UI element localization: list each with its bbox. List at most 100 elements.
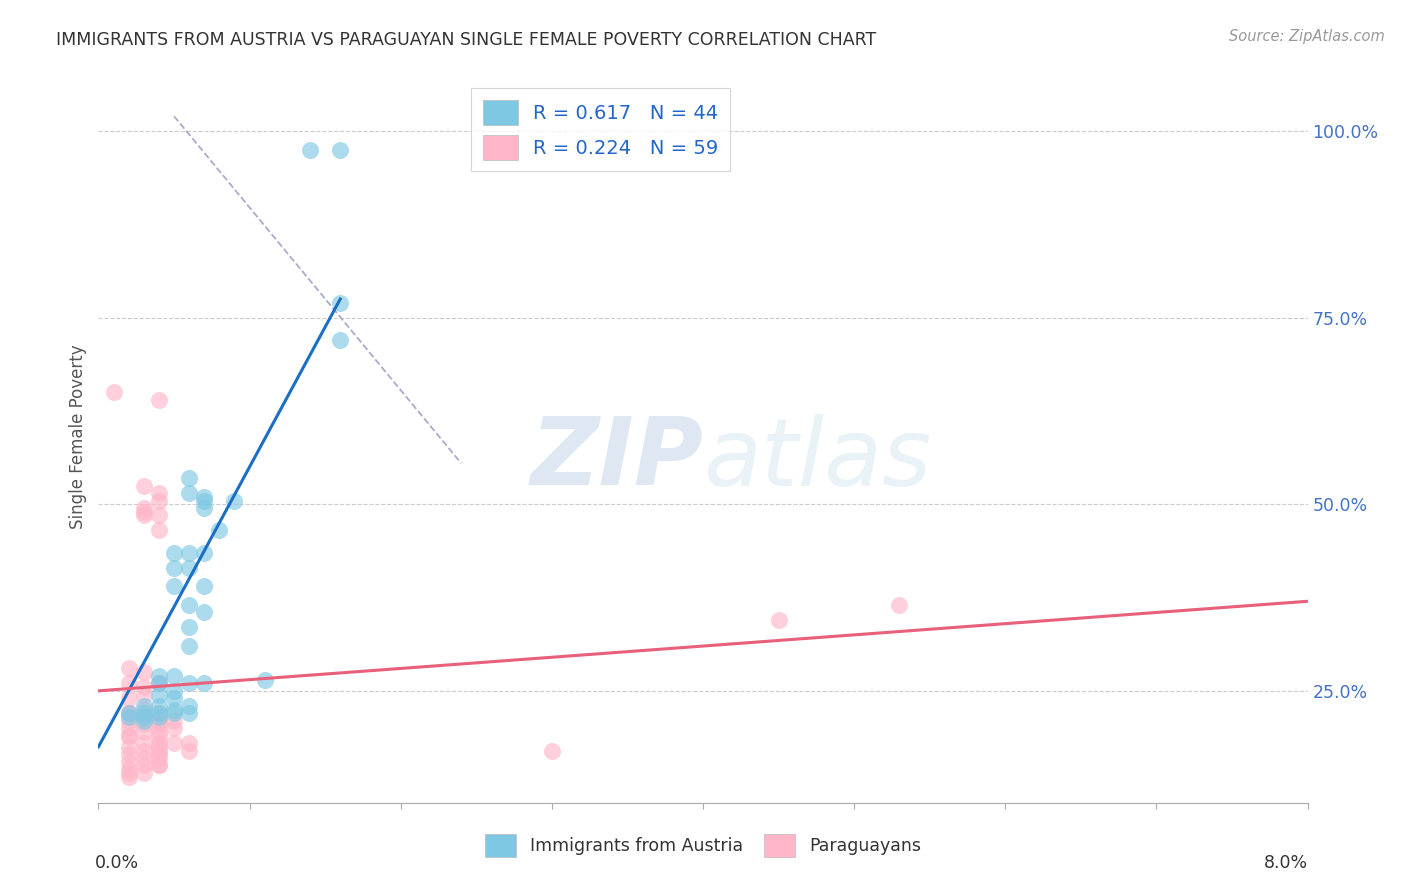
Point — [118, 721, 141, 735]
Point — [148, 676, 170, 690]
Point — [132, 478, 155, 492]
Point — [163, 546, 186, 560]
Point — [118, 762, 141, 776]
Point — [329, 333, 352, 347]
Point — [179, 698, 201, 713]
Point — [132, 706, 155, 721]
Point — [148, 706, 170, 721]
Point — [179, 486, 201, 500]
Point — [132, 665, 155, 680]
Point — [118, 770, 141, 784]
Point — [132, 758, 155, 772]
Point — [768, 613, 790, 627]
Point — [163, 579, 186, 593]
Point — [132, 736, 155, 750]
Point — [132, 688, 155, 702]
Point — [118, 710, 141, 724]
Point — [299, 143, 322, 157]
Point — [132, 743, 155, 757]
Point — [132, 702, 155, 716]
Point — [193, 606, 215, 620]
Point — [132, 508, 155, 523]
Point — [132, 725, 155, 739]
Point — [118, 766, 141, 780]
Point — [118, 691, 141, 706]
Point — [163, 706, 186, 721]
Point — [148, 688, 170, 702]
Point — [179, 706, 201, 721]
Point — [179, 620, 201, 634]
Point — [132, 500, 155, 515]
Point — [193, 493, 215, 508]
Point — [193, 676, 215, 690]
Point — [118, 729, 141, 743]
Point — [148, 392, 170, 407]
Point — [148, 676, 170, 690]
Point — [148, 676, 170, 690]
Point — [329, 295, 352, 310]
Point — [179, 639, 201, 653]
Point — [163, 702, 186, 716]
Point — [132, 505, 155, 519]
Point — [148, 729, 170, 743]
Point — [179, 560, 201, 574]
Point — [148, 493, 170, 508]
Point — [148, 710, 170, 724]
Point — [118, 706, 141, 721]
Point — [148, 758, 170, 772]
Point — [118, 714, 141, 728]
Point — [118, 755, 141, 769]
Point — [179, 736, 201, 750]
Point — [148, 714, 170, 728]
Point — [118, 706, 141, 721]
Point — [103, 385, 125, 400]
Point — [148, 717, 170, 731]
Point — [148, 736, 170, 750]
Text: atlas: atlas — [703, 414, 931, 505]
Text: Source: ZipAtlas.com: Source: ZipAtlas.com — [1229, 29, 1385, 44]
Point — [163, 669, 186, 683]
Point — [148, 751, 170, 765]
Point — [118, 729, 141, 743]
Point — [148, 747, 170, 762]
Y-axis label: Single Female Poverty: Single Female Poverty — [69, 345, 87, 529]
Legend: Immigrants from Austria, Paraguayans: Immigrants from Austria, Paraguayans — [478, 828, 928, 863]
Point — [163, 691, 186, 706]
Point — [193, 546, 215, 560]
Point — [179, 676, 201, 690]
Point — [148, 698, 170, 713]
Point — [148, 758, 170, 772]
Point — [148, 508, 170, 523]
Point — [163, 714, 186, 728]
Text: ZIP: ZIP — [530, 413, 703, 505]
Point — [118, 706, 141, 721]
Point — [118, 676, 141, 690]
Point — [148, 743, 170, 757]
Point — [253, 673, 276, 687]
Point — [208, 524, 231, 538]
Point — [148, 706, 170, 721]
Point — [179, 743, 201, 757]
Point — [540, 743, 562, 757]
Text: 8.0%: 8.0% — [1264, 854, 1308, 872]
Point — [179, 546, 201, 560]
Point — [132, 710, 155, 724]
Point — [193, 500, 215, 515]
Point — [193, 490, 215, 504]
Text: 0.0%: 0.0% — [94, 854, 139, 872]
Point — [132, 714, 155, 728]
Point — [132, 680, 155, 694]
Point — [148, 524, 170, 538]
Point — [148, 669, 170, 683]
Point — [148, 739, 170, 754]
Point — [163, 560, 186, 574]
Point — [118, 747, 141, 762]
Point — [132, 710, 155, 724]
Point — [132, 766, 155, 780]
Point — [148, 486, 170, 500]
Point — [132, 717, 155, 731]
Point — [163, 736, 186, 750]
Point — [224, 493, 246, 508]
Point — [179, 471, 201, 485]
Point — [132, 751, 155, 765]
